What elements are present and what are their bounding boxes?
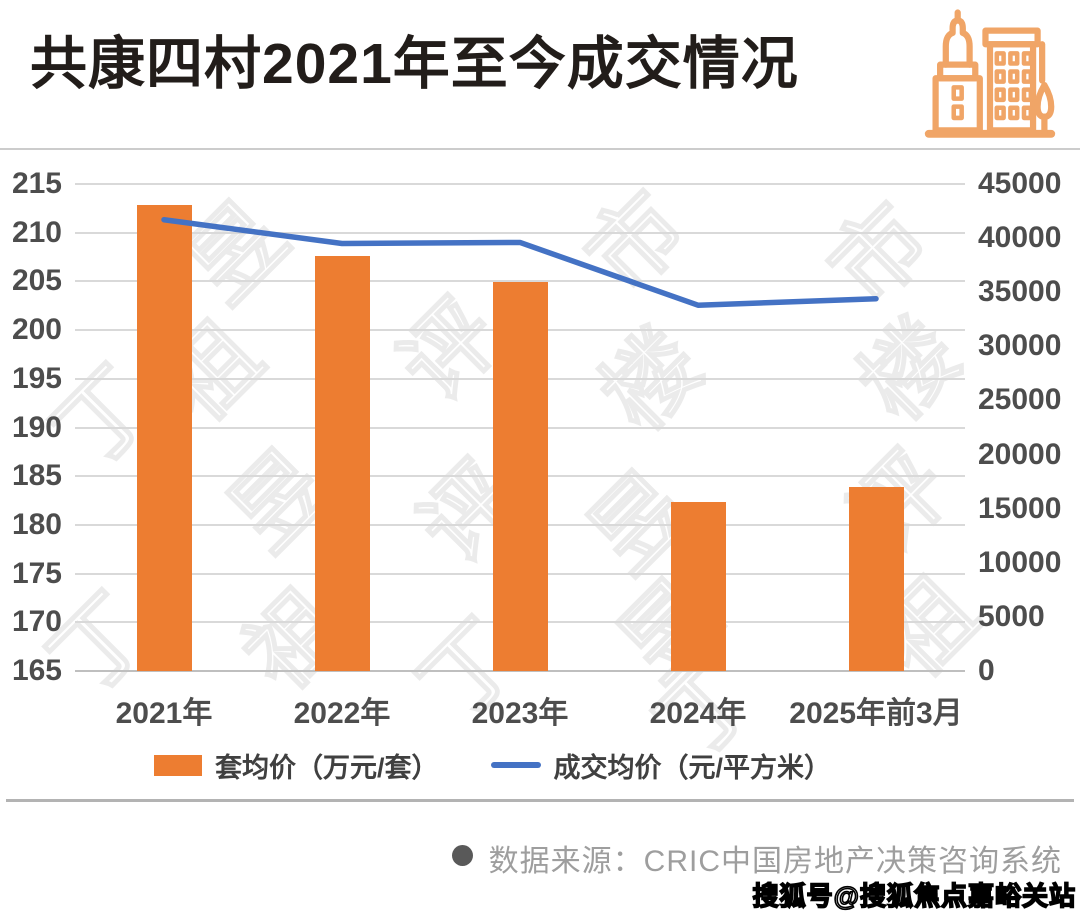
- x-axis-label: 2025年前3月: [789, 697, 963, 730]
- watermark-glyph: 市: [567, 173, 706, 312]
- bar-2025年前3月: [848, 486, 904, 671]
- bar-2024年: [670, 501, 726, 671]
- right-axis-tick: 10000: [978, 545, 1062, 579]
- right-axis-tick: 20000: [978, 437, 1062, 471]
- x-axis-label: 2024年: [649, 697, 747, 730]
- right-axis-tick: 5000: [978, 599, 1045, 633]
- right-axis-tick: 15000: [978, 491, 1062, 525]
- gridline: [75, 231, 965, 234]
- page-title: 共康四村2021年至今成交情况: [30, 32, 799, 96]
- right-axis-tick: 35000: [978, 275, 1062, 309]
- bar-2023年: [492, 282, 548, 671]
- bar-2021年: [136, 205, 192, 671]
- footer-divider: [6, 799, 1074, 802]
- left-axis-tick: 165: [11, 654, 62, 687]
- left-axis-tick: 185: [11, 459, 62, 493]
- left-axis-tick: 180: [11, 507, 62, 541]
- right-axis-tick: 45000: [978, 167, 1062, 200]
- left-axis-tick: 190: [11, 410, 62, 444]
- line-swatch-icon: [490, 762, 541, 768]
- left-axis-tick: 195: [11, 361, 62, 395]
- bar-2022年: [314, 256, 370, 671]
- legend-label: 成交均价（元/平方米）: [553, 752, 832, 783]
- watermark-glyph: 市: [810, 185, 949, 324]
- gridline: [75, 183, 965, 185]
- right-axis-tick: 30000: [978, 329, 1062, 363]
- left-axis-tick: 170: [11, 605, 62, 639]
- x-axis-label: 2021年: [115, 697, 213, 730]
- legend-item: 套均价（万元/套）: [153, 746, 439, 785]
- right-axis-tick: 25000: [978, 383, 1062, 417]
- header-divider: [0, 148, 1080, 150]
- sohu-account-badge: 搜狐号@搜狐焦点嘉峪关站: [752, 880, 1076, 912]
- left-axis-tick: 205: [11, 264, 62, 298]
- x-axis-label: 2023年: [471, 697, 569, 730]
- left-axis-tick: 175: [11, 556, 62, 590]
- chart-legend: 套均价（万元/套） 成交均价（元/平方米）: [0, 742, 985, 788]
- dot-icon: [452, 845, 473, 866]
- data-source-text: 数据来源：CRIC中国房地产决策咨询系统: [488, 845, 1062, 878]
- watermark-glyph: 楼: [582, 311, 721, 450]
- legend-label: 套均价（万元/套）: [214, 752, 439, 783]
- right-axis-tick: 0: [978, 654, 995, 687]
- watermark-glyph: 楼: [840, 301, 979, 440]
- legend-item: 成交均价（元/平方米）: [490, 746, 832, 785]
- x-axis-line: [75, 670, 965, 672]
- x-axis-label: 2022年: [293, 697, 391, 730]
- left-axis-tick: 200: [11, 313, 62, 347]
- left-axis-tick: 215: [11, 167, 62, 200]
- right-axis-tick: 40000: [978, 221, 1062, 255]
- left-axis-tick: 210: [11, 215, 62, 249]
- bar-swatch-icon: [153, 754, 202, 776]
- city-buildings-icon: [924, 9, 1056, 138]
